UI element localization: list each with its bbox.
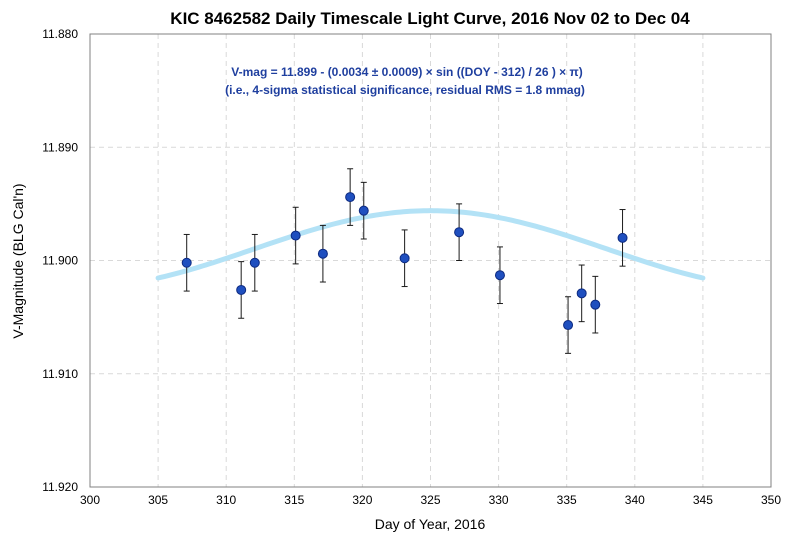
y-axis-ticks: 11.880 11.890 11.900 11.910 11.920 bbox=[42, 27, 78, 494]
data-point bbox=[494, 246, 505, 305]
data-point bbox=[236, 261, 247, 319]
data-point bbox=[358, 181, 369, 240]
x-tick-label: 350 bbox=[761, 493, 781, 507]
point-marker bbox=[249, 257, 260, 268]
data-point bbox=[345, 168, 356, 226]
point-marker bbox=[399, 253, 410, 264]
x-tick-label: 325 bbox=[420, 493, 440, 507]
x-tick-label: 340 bbox=[625, 493, 645, 507]
point-marker bbox=[590, 299, 601, 310]
x-axis-label: Day of Year, 2016 bbox=[375, 516, 486, 532]
data-point bbox=[249, 233, 260, 292]
data-point bbox=[590, 275, 601, 334]
data-points bbox=[181, 168, 628, 354]
point-marker bbox=[358, 205, 369, 216]
plot-area-border bbox=[89, 33, 772, 488]
model-fit-curve bbox=[155, 208, 706, 281]
data-point bbox=[454, 203, 465, 261]
point-marker bbox=[181, 257, 192, 268]
data-point bbox=[399, 229, 410, 288]
point-marker bbox=[454, 227, 465, 238]
point-marker bbox=[236, 284, 247, 295]
point-marker bbox=[345, 192, 356, 203]
point-marker bbox=[563, 320, 574, 331]
x-tick-label: 345 bbox=[693, 493, 713, 507]
y-tick-label: 11.910 bbox=[42, 367, 78, 381]
data-point bbox=[576, 264, 587, 323]
x-tick-label: 310 bbox=[216, 493, 236, 507]
y-axis-label: V-Magnitude (BLG Cal'n) bbox=[10, 183, 26, 338]
data-point bbox=[317, 224, 328, 283]
grid-lines bbox=[90, 34, 771, 487]
point-marker bbox=[290, 230, 301, 241]
x-tick-label: 320 bbox=[352, 493, 372, 507]
y-tick-label: 11.920 bbox=[42, 480, 78, 494]
point-marker bbox=[494, 270, 505, 281]
fit-equation-annotation: V-mag = 11.899 - (0.0034 ± 0.0009) × sin… bbox=[231, 65, 582, 79]
y-tick-label: 11.900 bbox=[42, 254, 78, 268]
data-point bbox=[181, 233, 192, 292]
x-tick-label: 300 bbox=[80, 493, 100, 507]
x-tick-label: 330 bbox=[489, 493, 509, 507]
significance-annotation: (i.e., 4-sigma statistical significance,… bbox=[225, 83, 585, 97]
chart-title: KIC 8462582 Daily Timescale Light Curve,… bbox=[170, 9, 690, 28]
y-tick-label: 11.880 bbox=[42, 27, 78, 41]
x-axis-ticks: 300 305 310 315 320 325 330 335 340 345 350 bbox=[80, 493, 781, 507]
x-tick-label: 315 bbox=[284, 493, 304, 507]
x-tick-label: 305 bbox=[148, 493, 168, 507]
point-marker bbox=[617, 232, 628, 243]
point-marker bbox=[317, 248, 328, 259]
data-point bbox=[290, 206, 301, 265]
point-marker bbox=[576, 288, 587, 299]
y-tick-label: 11.890 bbox=[42, 140, 78, 154]
data-point bbox=[563, 296, 574, 354]
x-tick-label: 335 bbox=[557, 493, 577, 507]
data-point bbox=[617, 209, 628, 267]
